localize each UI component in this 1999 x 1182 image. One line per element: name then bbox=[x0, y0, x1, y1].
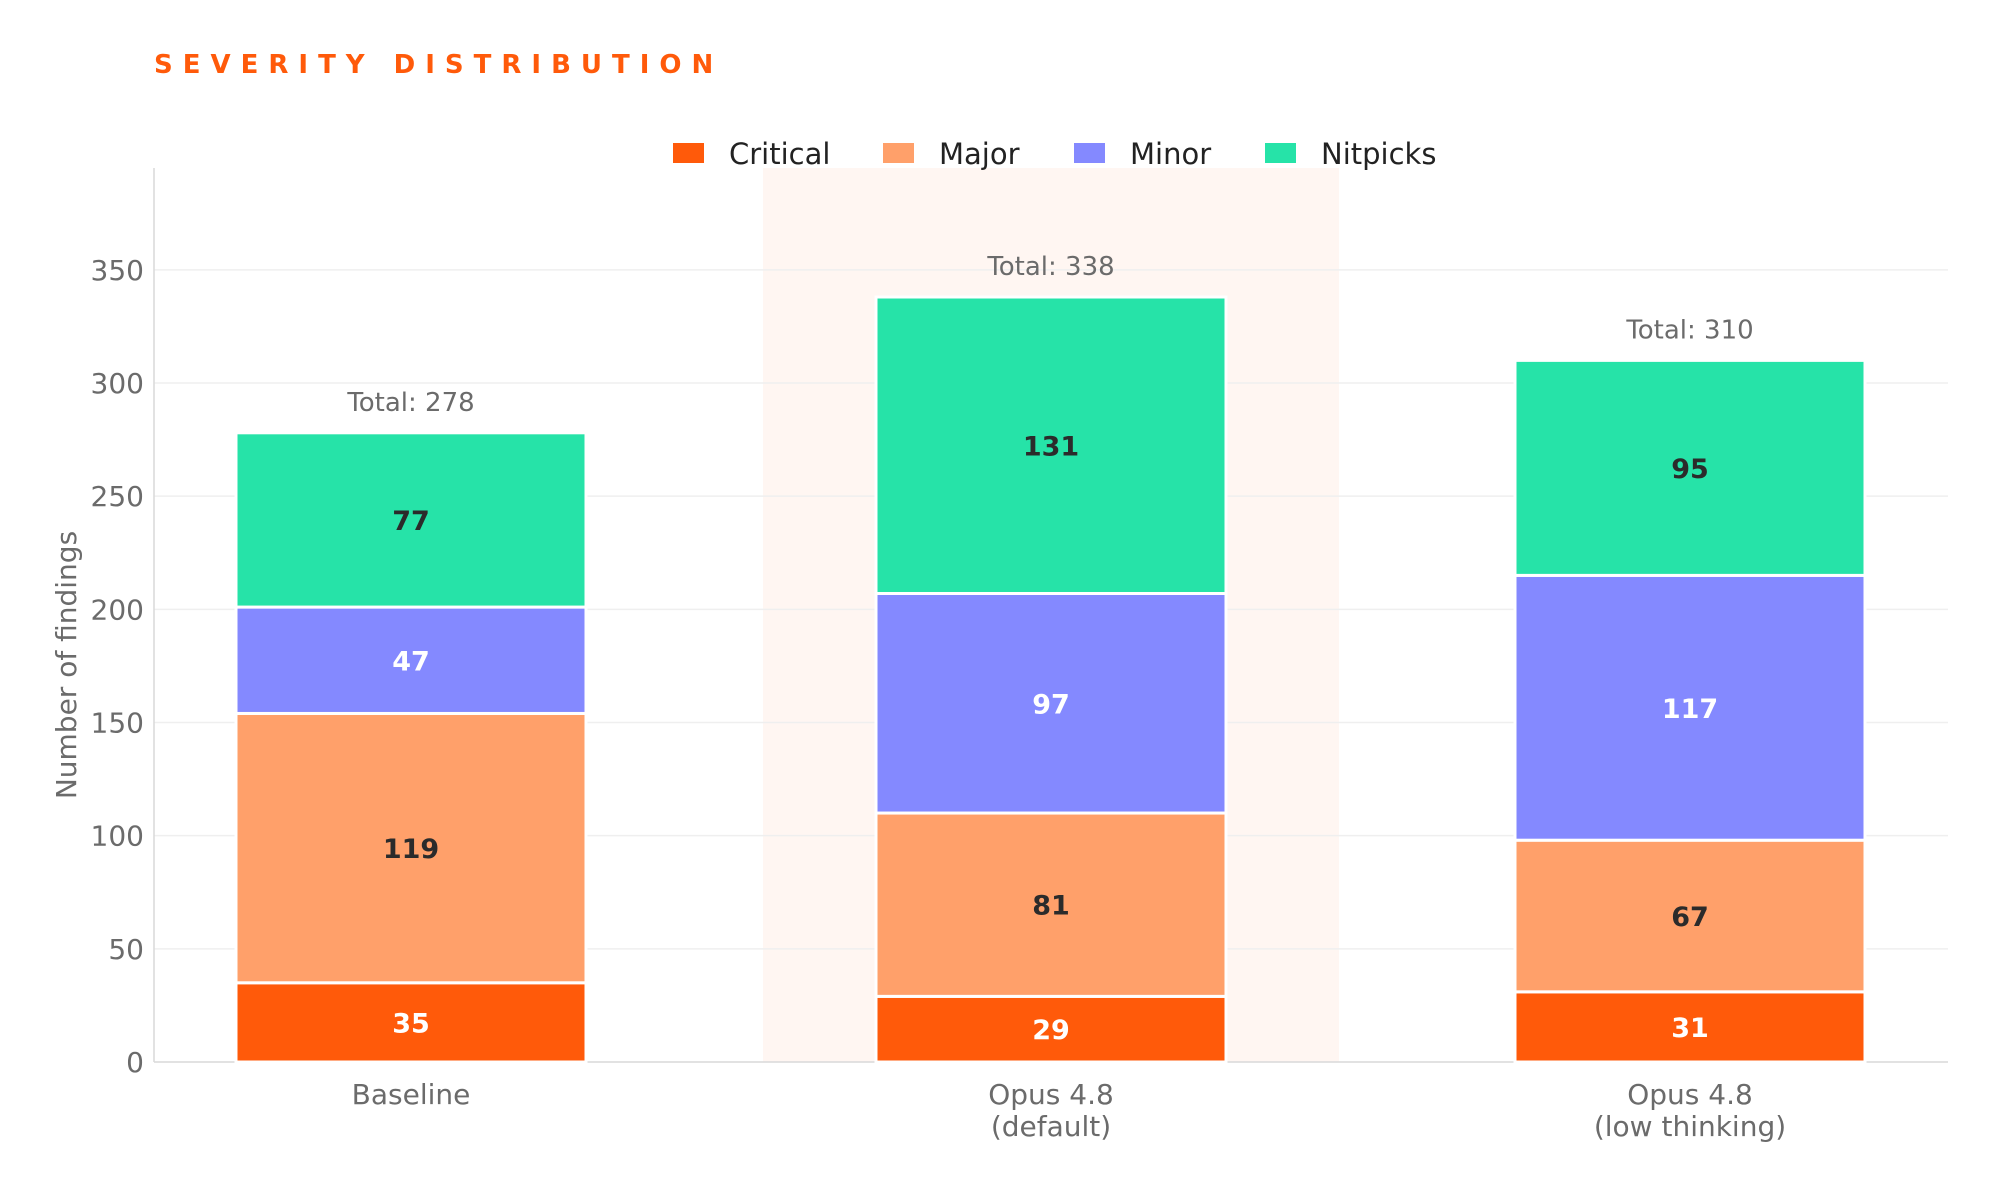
bar-segment-major bbox=[1513, 838, 1867, 994]
total-label: Total: 310 bbox=[1625, 315, 1753, 345]
segment-value-label: 131 bbox=[1023, 431, 1079, 462]
legend-label: Critical bbox=[729, 137, 830, 171]
x-tick-label: Baseline bbox=[352, 1078, 471, 1111]
segment-value-label: 67 bbox=[1671, 902, 1709, 933]
legend-item-major: Major bbox=[883, 137, 1020, 171]
bar-segment-major bbox=[874, 811, 1228, 998]
bar-segment-major bbox=[234, 711, 588, 985]
segment-value-label: 95 bbox=[1671, 454, 1709, 485]
legend-label: Nitpicks bbox=[1321, 137, 1436, 171]
segment-value-label: 47 bbox=[392, 646, 430, 677]
y-tick-label: 250 bbox=[91, 480, 144, 513]
legend-item-minor: Minor bbox=[1074, 137, 1211, 171]
bars bbox=[234, 295, 1867, 1064]
y-axis-label: Number of findings bbox=[50, 531, 83, 799]
segment-value-label: 77 bbox=[392, 506, 430, 537]
x-tick-label-line: Opus 4.8 bbox=[1627, 1078, 1753, 1111]
x-tick-label: Opus 4.8 (default) bbox=[988, 1078, 1114, 1143]
legend-swatch bbox=[1265, 143, 1296, 163]
segment-value-label: 117 bbox=[1662, 694, 1718, 725]
segment-value-label: 119 bbox=[383, 834, 439, 865]
total-label: Total: 278 bbox=[346, 388, 474, 418]
bar-segment-critical bbox=[234, 981, 588, 1064]
bar-segment-nitpicks bbox=[234, 431, 588, 609]
axes: 0 50 100 150 200 250 300 350 Number of findings B… bbox=[50, 168, 1948, 1143]
legend-swatch bbox=[1074, 143, 1105, 163]
legend: Critical Major Minor Nitpicks bbox=[673, 137, 1436, 171]
segment-value-label: 29 bbox=[1032, 1015, 1070, 1046]
x-tick-label-line: Opus 4.8 bbox=[988, 1078, 1114, 1111]
y-tick-label: 350 bbox=[91, 254, 144, 287]
y-tick-label: 0 bbox=[126, 1046, 144, 1079]
segment-value-label: 35 bbox=[392, 1008, 430, 1039]
bar-labels: 35 119 47 77 Total: 278 29 81 97 131 Total: 338 31… bbox=[346, 252, 1753, 1046]
y-tick-label: 300 bbox=[91, 367, 144, 400]
total-label: Total: 338 bbox=[986, 252, 1114, 282]
y-tick-label: 100 bbox=[91, 820, 144, 853]
bar-segment-nitpicks bbox=[1513, 358, 1867, 577]
legend-label: Minor bbox=[1130, 137, 1211, 171]
legend-swatch bbox=[673, 143, 704, 163]
legend-item-critical: Critical bbox=[673, 137, 830, 171]
segment-value-label: 97 bbox=[1032, 689, 1070, 720]
bar-segment-minor bbox=[1513, 573, 1867, 842]
bar-segment-critical bbox=[1513, 990, 1867, 1064]
y-tick-label: 150 bbox=[91, 707, 144, 740]
y-tick-label: 200 bbox=[91, 593, 144, 626]
x-tick-label-line: Baseline bbox=[352, 1078, 471, 1111]
legend-item-nitpicks: Nitpicks bbox=[1265, 137, 1436, 171]
x-tick-label: Opus 4.8 (low thinking) bbox=[1594, 1078, 1786, 1143]
x-tick-label-line: (low thinking) bbox=[1594, 1110, 1786, 1143]
legend-swatch bbox=[883, 143, 914, 163]
bar-segment-nitpicks bbox=[874, 295, 1228, 595]
legend-label: Major bbox=[939, 137, 1020, 171]
segment-value-label: 81 bbox=[1032, 891, 1070, 922]
chart-title: SEVERITY DISTRIBUTION bbox=[154, 50, 724, 80]
y-tick-label: 50 bbox=[108, 933, 144, 966]
segment-value-label: 31 bbox=[1671, 1013, 1709, 1044]
bar-segment-minor bbox=[874, 591, 1228, 815]
x-tick-label-line: (default) bbox=[991, 1110, 1111, 1143]
